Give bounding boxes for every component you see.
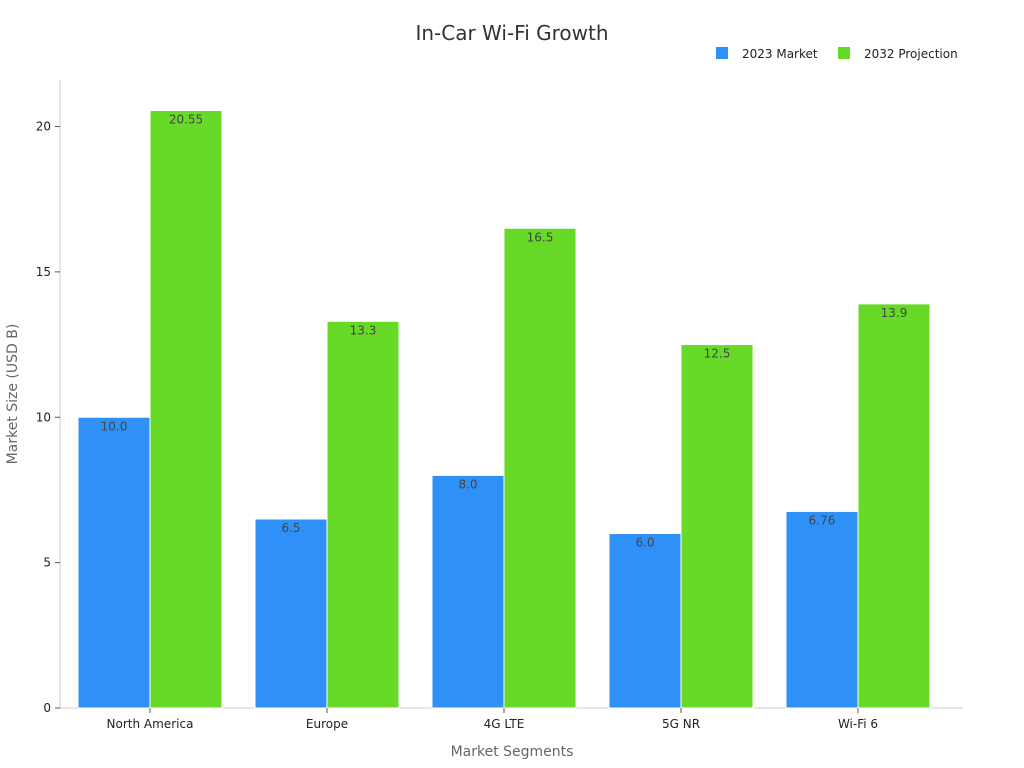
- bar-series-a: [431, 474, 505, 709]
- y-tick-label: 20: [36, 120, 51, 134]
- bar-value-label: 16.5: [527, 230, 554, 244]
- bar-value-label: 10.0: [101, 419, 128, 433]
- bar-value-label: 20.55: [169, 113, 203, 127]
- legend: 2023 Market 2032 Projection: [716, 47, 958, 61]
- bars: 10.0 20.55 6.5 13.3 8.0 16.5 6.0 12.5 6.76 13.9: [77, 110, 931, 709]
- x-axis-title: Market Segments: [451, 744, 574, 760]
- bar-series-a: [785, 510, 859, 709]
- bar-series-b: [326, 320, 400, 709]
- bar-value-label: 6.0: [635, 536, 654, 550]
- bar-value-label: 12.5: [704, 347, 731, 361]
- bar-series-b: [680, 344, 754, 709]
- x-tick-label: Europe: [306, 717, 348, 731]
- x-tick-label: 5G NR: [662, 717, 700, 731]
- legend-label: 2032 Projection: [864, 47, 958, 61]
- chart-title: In-Car Wi-Fi Growth: [415, 21, 608, 45]
- bar-value-label: 6.76: [809, 513, 836, 527]
- bar-value-label: 6.5: [281, 521, 300, 535]
- bar-value-label: 13.3: [350, 323, 377, 337]
- legend-swatch: [838, 47, 850, 59]
- x-ticks: North America Europe 4G LTE 5G NR Wi-Fi 6: [107, 708, 878, 731]
- bar-series-a: [77, 416, 151, 709]
- legend-swatch: [716, 47, 728, 59]
- bar-value-label: 8.0: [458, 477, 477, 491]
- y-axis-title: Market Size (USD B): [5, 324, 21, 465]
- bar-value-label: 13.9: [881, 306, 908, 320]
- x-tick-label: Wi-Fi 6: [838, 717, 878, 731]
- y-tick-label: 15: [36, 265, 51, 279]
- bar-series-b: [857, 303, 931, 709]
- legend-label: 2023 Market: [742, 47, 818, 61]
- bar-series-b: [149, 110, 223, 709]
- bar-series-a: [608, 533, 682, 709]
- bar-series-b: [503, 227, 577, 709]
- x-tick-label: North America: [107, 717, 194, 731]
- bar-series-a: [254, 518, 328, 709]
- y-tick-label: 5: [43, 556, 51, 570]
- y-tick-label: 10: [36, 410, 51, 424]
- x-tick-label: 4G LTE: [484, 717, 525, 731]
- y-ticks: 0 5 10 15 20: [36, 120, 60, 715]
- y-tick-label: 0: [43, 701, 51, 715]
